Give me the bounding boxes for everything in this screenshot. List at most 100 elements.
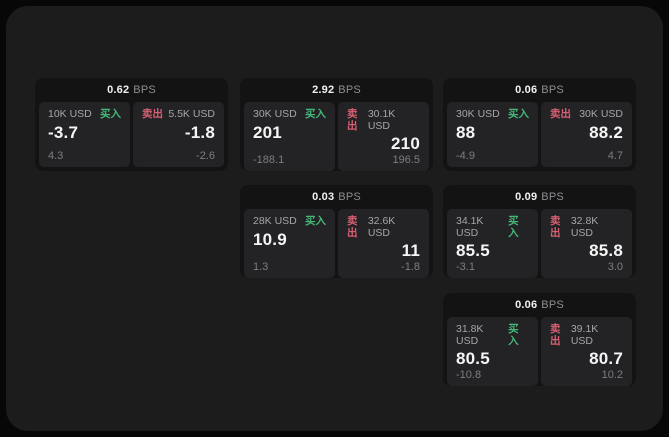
- bps-value: 0.06: [515, 84, 538, 96]
- buy-quote-panel[interactable]: 30K USD 买入 201 -188.1: [244, 102, 335, 171]
- sell-amount: 30.1K USD: [367, 108, 396, 132]
- buy-amount: 30K USD: [253, 108, 297, 120]
- bps-value: 0.03: [312, 191, 335, 203]
- sell-quote-panel[interactable]: 卖出 30.1K USD 210 196.5: [338, 102, 429, 171]
- sell-quote-delta: 3.0: [607, 260, 623, 273]
- sell-amount: 32.8K USD: [570, 215, 599, 239]
- card-header: 2.92 BPS: [244, 78, 429, 102]
- buy-amount: 30K USD: [456, 108, 500, 120]
- bps-unit-label: BPS: [338, 191, 361, 203]
- buy-amount: 10K USD: [48, 108, 92, 120]
- quote-panels: 30K USD 买入 201 -188.1 卖出 30.1K USD 210 1…: [244, 102, 429, 171]
- card-header: 0.09 BPS: [447, 185, 632, 209]
- quote-panels: 34.1K USD 买入 85.5 -3.1 卖出 32.8K USD 85.8…: [447, 209, 632, 278]
- sell-quote-delta: -2.6: [196, 149, 215, 162]
- buy-panel-top: 30K USD 买入: [456, 108, 529, 121]
- sell-button[interactable]: 卖出: [347, 108, 358, 132]
- sell-quote-delta: 196.5: [392, 153, 420, 166]
- bps-unit-label: BPS: [541, 299, 564, 311]
- buy-button[interactable]: 买入: [305, 108, 326, 120]
- bps-unit-label: BPS: [133, 84, 156, 96]
- card-header: 0.06 BPS: [447, 78, 632, 102]
- sell-panel-top: 卖出 30.1K USD: [347, 108, 420, 132]
- buy-button[interactable]: 买入: [508, 323, 519, 347]
- sell-button[interactable]: 卖出: [550, 215, 561, 239]
- sell-amount: 30K USD: [579, 108, 623, 120]
- sell-amount: 39.1K USD: [570, 323, 599, 347]
- quote-panels: 28K USD 买入 10.9 1.3 卖出 32.6K USD 11 -1.8: [244, 209, 429, 278]
- buy-panel-top: 28K USD 买入: [253, 215, 326, 228]
- bps-value: 0.62: [107, 84, 130, 96]
- bps-unit-label: BPS: [541, 191, 564, 203]
- sell-quote-value: 11: [401, 241, 420, 261]
- buy-quote-panel[interactable]: 28K USD 买入 10.9 1.3: [244, 209, 335, 278]
- sell-quote-value: 210: [391, 134, 420, 154]
- sell-quote-panel[interactable]: 卖出 32.6K USD 11 -1.8: [338, 209, 429, 278]
- buy-panel-top: 10K USD 买入: [48, 108, 121, 121]
- buy-quote-value: 85.5: [456, 241, 490, 261]
- sell-button[interactable]: 卖出: [142, 108, 163, 120]
- buy-amount: 28K USD: [253, 215, 297, 227]
- sell-button[interactable]: 卖出: [550, 108, 571, 120]
- sell-quote-panel[interactable]: 卖出 30K USD 88.2 4.7: [541, 102, 632, 167]
- buy-panel-top: 34.1K USD 买入: [456, 215, 529, 239]
- sell-panel-top: 卖出 39.1K USD: [550, 323, 623, 347]
- buy-button[interactable]: 买入: [100, 108, 121, 120]
- buy-quote-panel[interactable]: 10K USD 买入 -3.7 4.3: [39, 102, 130, 167]
- buy-quote-value: 88: [456, 122, 476, 142]
- buy-button[interactable]: 买入: [508, 215, 519, 239]
- sell-quote-value: 80.7: [589, 349, 623, 369]
- sell-button[interactable]: 卖出: [347, 215, 358, 239]
- sell-button[interactable]: 卖出: [550, 323, 561, 347]
- sell-quote-panel[interactable]: 卖出 32.8K USD 85.8 3.0: [541, 209, 632, 278]
- buy-quote-value: -3.7: [48, 122, 79, 142]
- sell-quote-delta: 4.7: [607, 149, 623, 162]
- buy-quote-delta: 1.3: [253, 260, 269, 273]
- buy-panel-top: 31.8K USD 买入: [456, 323, 529, 347]
- buy-quote-panel[interactable]: 31.8K USD 买入 80.5 -10.8: [447, 317, 538, 386]
- buy-quote-delta: -188.1: [253, 153, 285, 166]
- buy-button[interactable]: 买入: [508, 108, 529, 120]
- buy-quote-value: 10.9: [253, 229, 287, 249]
- app-window: 0.62 BPS 10K USD 买入 -3.7 4.3 卖出 5.5K USD…: [6, 6, 663, 431]
- sell-quote-value: 88.2: [589, 122, 623, 142]
- bps-value: 0.06: [515, 299, 538, 311]
- sell-quote-panel[interactable]: 卖出 39.1K USD 80.7 10.2: [541, 317, 632, 386]
- buy-amount: 34.1K USD: [456, 215, 484, 239]
- card-header: 0.62 BPS: [39, 78, 224, 102]
- sell-amount: 5.5K USD: [168, 108, 215, 120]
- quote-panels: 30K USD 买入 88 -4.9 卖出 30K USD 88.2 4.7: [447, 102, 632, 167]
- bps-unit-label: BPS: [541, 84, 564, 96]
- buy-quote-panel[interactable]: 30K USD 买入 88 -4.9: [447, 102, 538, 167]
- quote-card: 0.06 BPS 30K USD 买入 88 -4.9 卖出 30K USD 8…: [443, 78, 636, 171]
- sell-quote-value: -1.8: [184, 122, 215, 142]
- card-header: 0.06 BPS: [447, 293, 632, 317]
- buy-amount: 31.8K USD: [456, 323, 484, 347]
- quote-card: 0.62 BPS 10K USD 买入 -3.7 4.3 卖出 5.5K USD…: [35, 78, 228, 171]
- bps-value: 2.92: [312, 84, 335, 96]
- card-header: 0.03 BPS: [244, 185, 429, 209]
- buy-panel-top: 30K USD 买入: [253, 108, 326, 121]
- buy-quote-delta: -10.8: [456, 368, 482, 381]
- buy-quote-delta: -3.1: [456, 260, 475, 273]
- quote-panels: 31.8K USD 买入 80.5 -10.8 卖出 39.1K USD 80.…: [447, 317, 632, 386]
- quote-card: 0.09 BPS 34.1K USD 买入 85.5 -3.1 卖出 32.8K…: [443, 185, 636, 278]
- sell-panel-top: 卖出 5.5K USD: [142, 108, 215, 121]
- buy-quote-delta: -4.9: [456, 149, 475, 162]
- sell-amount: 32.6K USD: [367, 215, 396, 239]
- sell-panel-top: 卖出 30K USD: [550, 108, 623, 121]
- sell-panel-top: 卖出 32.6K USD: [347, 215, 420, 239]
- buy-button[interactable]: 买入: [305, 215, 326, 227]
- quote-card: 2.92 BPS 30K USD 买入 201 -188.1 卖出 30.1K …: [240, 78, 433, 171]
- bps-unit-label: BPS: [338, 84, 361, 96]
- bps-value: 0.09: [515, 191, 538, 203]
- sell-quote-delta: -1.8: [401, 260, 420, 273]
- quote-panels: 10K USD 买入 -3.7 4.3 卖出 5.5K USD -1.8 -2.…: [39, 102, 224, 167]
- buy-quote-value: 201: [253, 122, 282, 142]
- quote-card: 0.03 BPS 28K USD 买入 10.9 1.3 卖出 32.6K US…: [240, 185, 433, 278]
- sell-quote-panel[interactable]: 卖出 5.5K USD -1.8 -2.6: [133, 102, 224, 167]
- buy-quote-panel[interactable]: 34.1K USD 买入 85.5 -3.1: [447, 209, 538, 278]
- sell-quote-value: 85.8: [589, 241, 623, 261]
- sell-panel-top: 卖出 32.8K USD: [550, 215, 623, 239]
- buy-quote-value: 80.5: [456, 349, 490, 369]
